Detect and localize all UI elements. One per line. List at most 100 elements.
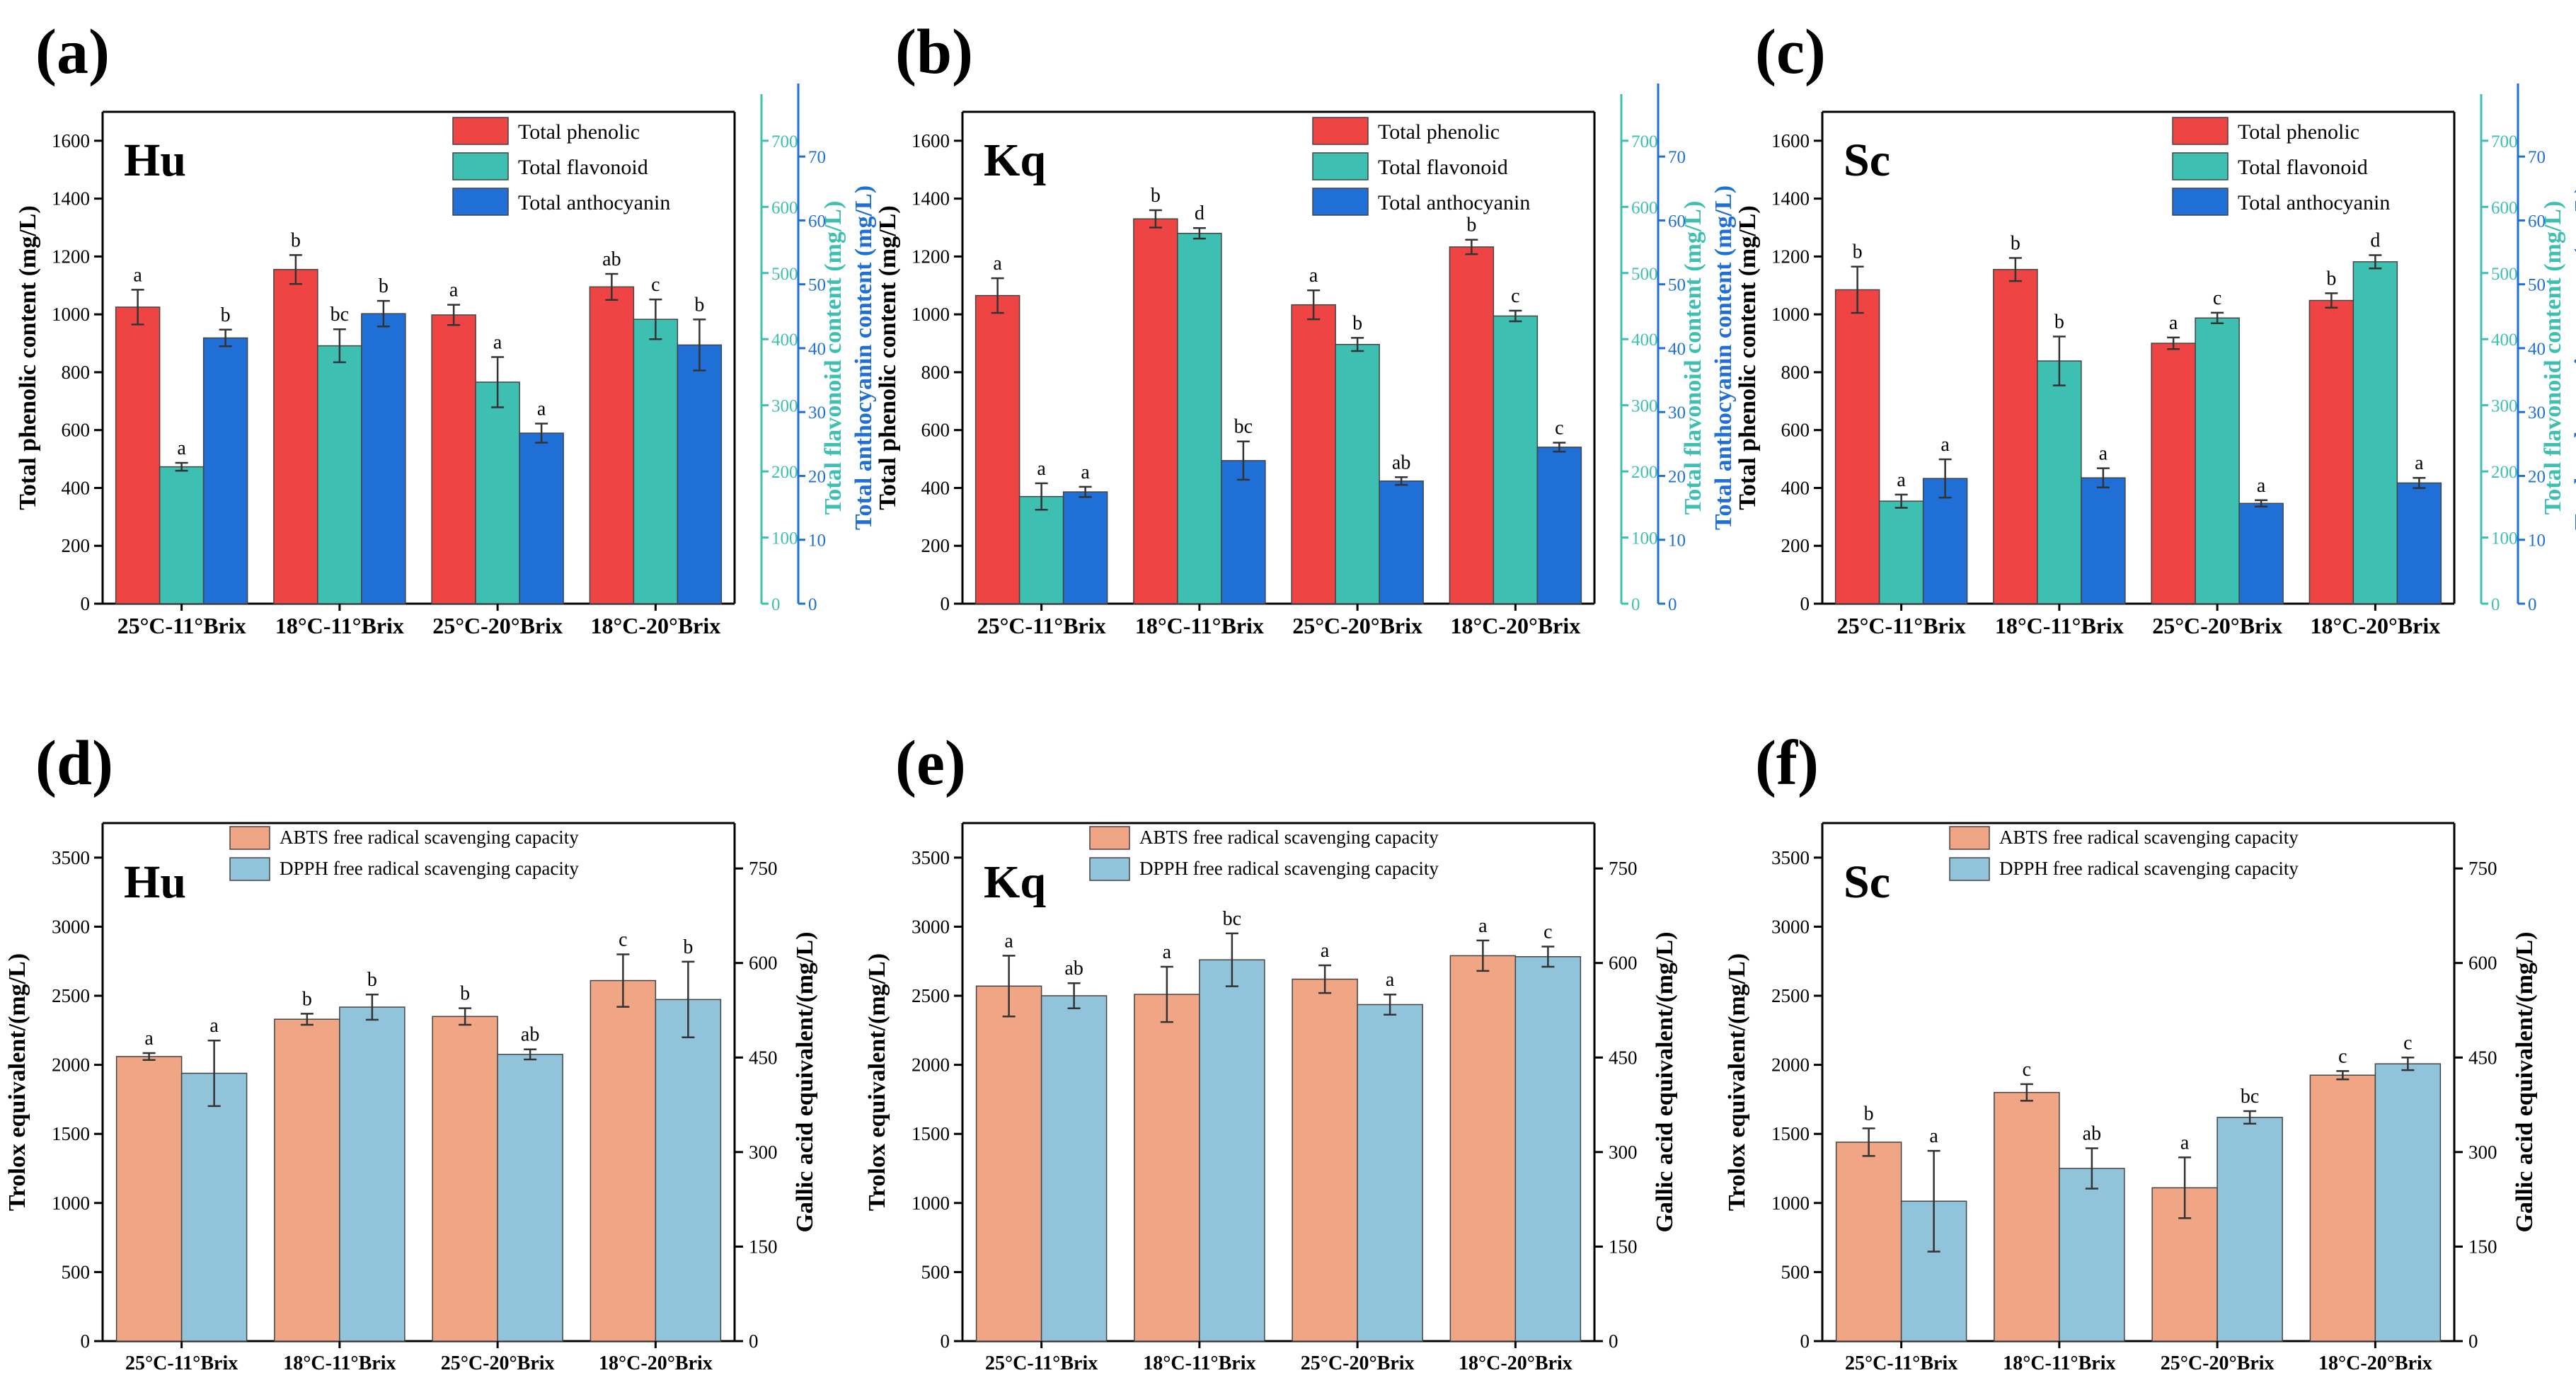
- y2-axis-label: Gallic acid equivalent/(mg/L): [2512, 932, 2538, 1233]
- legend-label: ABTS free radical scavenging capacity: [1139, 827, 1439, 848]
- legend-label: Total flavonoid: [2238, 156, 2368, 179]
- significance-letter: b: [1151, 185, 1161, 207]
- y3-tick-label: 70: [808, 148, 826, 167]
- y2-tick-label: 400: [2491, 331, 2518, 350]
- significance-letter: b: [379, 275, 389, 297]
- significance-letter: a: [2257, 475, 2266, 497]
- significance-letter: b: [291, 229, 301, 251]
- significance-letter: ab: [602, 248, 621, 270]
- significance-letter: b: [302, 988, 312, 1010]
- bar: [2081, 477, 2126, 604]
- bar: [1834, 289, 1880, 604]
- significance-letter: a: [1163, 941, 1172, 963]
- x-tick-label: 18°C-20°Brix: [590, 613, 720, 638]
- y2-tick-label: 500: [2491, 265, 2518, 284]
- x-tick-label: 25°C-20°Brix: [1301, 1352, 1415, 1374]
- significance-letter: a: [1940, 434, 1950, 456]
- y-tick-label: 400: [62, 477, 91, 498]
- y3-tick-label: 40: [2528, 340, 2546, 359]
- significance-letter: a: [1037, 458, 1046, 480]
- y3-tick-label: 20: [1668, 467, 1686, 486]
- significance-letter: c: [651, 274, 660, 296]
- y2-axis-label: Total flavonoid content (mg/L): [820, 201, 846, 515]
- bar: [1018, 495, 1064, 604]
- bar: [1449, 955, 1517, 1342]
- y2-tick-label: 300: [2491, 397, 2518, 416]
- significance-letter: a: [209, 1015, 219, 1037]
- y-tick-label: 400: [1781, 477, 1810, 498]
- y3-tick-label: 0: [1668, 595, 1677, 614]
- panel-title: Kq: [984, 134, 1046, 186]
- panel-label: (b): [895, 17, 973, 87]
- y-tick-label: 1500: [52, 1123, 90, 1144]
- y-tick-label: 2000: [1771, 1054, 1810, 1076]
- y-tick-label: 600: [921, 420, 950, 441]
- panel-label: (d): [35, 728, 113, 798]
- bar: [1835, 1142, 1902, 1342]
- y2-tick-label: 400: [771, 331, 798, 350]
- bar: [590, 979, 657, 1342]
- y3-tick-label: 20: [808, 467, 826, 486]
- legend-swatch: [452, 117, 509, 145]
- legend-swatch: [1949, 857, 1990, 881]
- bar: [1994, 1091, 2060, 1342]
- y-tick-label: 600: [62, 420, 91, 441]
- legend-label: ABTS free radical scavenging capacity: [280, 827, 579, 848]
- bar: [2396, 482, 2442, 604]
- y-tick-label: 1000: [52, 1193, 90, 1214]
- significance-letter: a: [1081, 461, 1090, 483]
- bar: [2352, 261, 2398, 604]
- y2-tick-label: 600: [2491, 198, 2518, 217]
- y2-axis-label: Gallic acid equivalent/(mg/L): [792, 932, 818, 1233]
- legend-swatch: [1312, 188, 1369, 216]
- legend-label: Total anthocyanin: [2238, 191, 2390, 214]
- bar: [1133, 218, 1178, 604]
- bar: [1922, 478, 1968, 604]
- y-tick-label: 200: [62, 535, 91, 556]
- y-tick-label: 3500: [52, 847, 90, 868]
- significance-letter: b: [460, 983, 470, 1005]
- y-tick-label: 600: [1781, 420, 1810, 441]
- y3-tick-label: 70: [1668, 148, 1686, 167]
- y2-tick-label: 700: [1631, 132, 1658, 151]
- x-tick-label: 18°C-20°Brix: [1450, 613, 1580, 638]
- significance-letter: ab: [2083, 1123, 2101, 1145]
- significance-letter: c: [2213, 287, 2221, 309]
- legend-swatch: [2172, 188, 2229, 216]
- x-tick-label: 18°C-20°Brix: [1459, 1352, 1572, 1374]
- x-tick-label: 25°C-11°Brix: [125, 1352, 238, 1374]
- y3-tick-label: 20: [2528, 467, 2546, 486]
- bar: [2238, 502, 2284, 604]
- significance-letter: b: [683, 936, 693, 958]
- y-tick-label: 1000: [1771, 304, 1810, 325]
- y2-tick-label: 300: [749, 1142, 778, 1163]
- y2-axis-label: Gallic acid equivalent/(mg/L): [1652, 932, 1678, 1233]
- y-tick-label: 1600: [52, 130, 90, 151]
- significance-letter: bc: [1223, 908, 1241, 930]
- bar: [655, 999, 722, 1342]
- panel-label: (f): [1755, 728, 1819, 798]
- y-tick-label: 2500: [1771, 985, 1810, 1006]
- significance-letter: d: [1195, 202, 1204, 224]
- panel-label: (a): [35, 17, 110, 87]
- legend-swatch: [1312, 152, 1369, 180]
- y-tick-label: 500: [921, 1261, 950, 1282]
- significance-letter: b: [367, 969, 377, 991]
- x-tick-label: 25°C-11°Brix: [985, 1352, 1098, 1374]
- significance-letter: a: [1004, 930, 1013, 952]
- panel-label: (e): [895, 728, 966, 798]
- x-tick-label: 25°C-11°Brix: [977, 613, 1106, 638]
- y2-axis-label: Total flavonoid content (mg/L): [1680, 201, 1706, 515]
- x-tick-label: 18°C-11°Brix: [2003, 1352, 2115, 1374]
- significance-letter: a: [2180, 1132, 2190, 1154]
- x-tick-label: 25°C-11°Brix: [1845, 1352, 1957, 1374]
- y-tick-label: 3000: [912, 916, 950, 937]
- y2-tick-label: 500: [1631, 265, 1658, 284]
- legend-swatch: [1089, 826, 1130, 850]
- panel-title: Hu: [124, 856, 186, 908]
- y-axis-label: Total phenolic content (mg/L): [15, 205, 41, 510]
- legend-label: Total phenolic: [518, 120, 640, 144]
- y2-tick-label: 200: [1631, 463, 1658, 482]
- legend-swatch: [2172, 152, 2229, 180]
- y2-tick-label: 300: [771, 397, 798, 416]
